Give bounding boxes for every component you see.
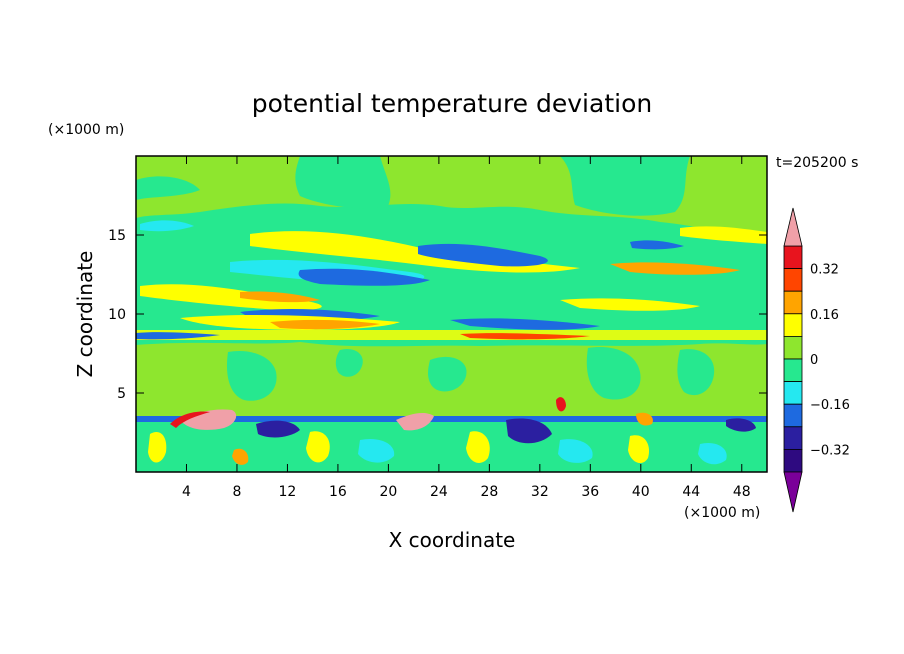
band-orange-right-12km xyxy=(610,262,740,275)
band-blue-right-14km xyxy=(630,240,684,250)
band-cyan-16km xyxy=(140,220,194,232)
chart-title: potential temperature deviation xyxy=(252,89,652,118)
colorbar-band xyxy=(783,448,803,473)
band-blue-8_7km xyxy=(136,332,220,340)
x-axis-label: X coordinate xyxy=(389,528,516,552)
boundary-red-33 xyxy=(556,397,566,412)
x-tick-label: 44 xyxy=(682,484,700,500)
x-tick-label: 4 xyxy=(182,484,191,500)
x-tick-label: 12 xyxy=(279,484,297,500)
colorbar-band xyxy=(783,335,803,360)
band-yellow-8_7km xyxy=(136,330,767,340)
colorbar-band xyxy=(783,290,803,315)
colorbar-band xyxy=(783,268,803,292)
x-tick-label: 28 xyxy=(480,484,498,500)
colorbar-label: 0.16 xyxy=(810,308,839,323)
band-blue-12km xyxy=(298,268,430,286)
boundary-yellow-b xyxy=(306,431,330,463)
mid-cyan-patch-e xyxy=(335,348,363,377)
boundary-cyan-b xyxy=(558,439,593,463)
x-tick-label: 24 xyxy=(430,484,448,500)
band-orange-9km xyxy=(270,319,380,330)
y-axis-label: Z coordinate xyxy=(73,251,97,378)
x-unit-label: (×1000 m) xyxy=(684,505,760,521)
colorbar-band xyxy=(783,245,803,270)
boundary-cyan-c xyxy=(698,442,727,465)
colorbar-band xyxy=(783,403,803,428)
boundary-yellow-d xyxy=(628,435,650,464)
band-orange-11km xyxy=(240,291,320,303)
boundary-yellow-c xyxy=(466,431,490,463)
colorbar-band xyxy=(783,313,803,337)
y-axis-ticks: 5 10 15 xyxy=(108,228,767,402)
boundary-pink-22 xyxy=(396,413,434,431)
upper-band-a xyxy=(295,156,391,209)
mid-cyan-patch-b xyxy=(428,356,467,392)
band-red-8_7km xyxy=(460,333,590,340)
boundary-layer-blue-line xyxy=(136,416,767,422)
x-tick-label: 20 xyxy=(379,484,397,500)
boundary-navy-30 xyxy=(506,418,552,444)
x-tick-label: 40 xyxy=(632,484,650,500)
band-yellow-right-10km xyxy=(560,298,700,311)
band-blue-mid-right xyxy=(450,318,600,330)
y-tick-label: 10 xyxy=(108,307,126,323)
x-tick-label: 48 xyxy=(733,484,751,500)
mid-cyan-patch-d xyxy=(677,349,715,396)
upper-band-b xyxy=(560,156,690,216)
colorbar-over-triangle xyxy=(783,207,803,247)
boundary-orange-a xyxy=(232,448,249,465)
colorbar-label: 0.32 xyxy=(810,263,839,278)
boundary-red-4-8 xyxy=(170,411,210,428)
x-tick-label: 32 xyxy=(531,484,549,500)
mid-cyan-patch-c xyxy=(586,347,641,400)
colorbar-band xyxy=(783,426,803,450)
band-yellow-12km xyxy=(140,284,322,311)
upper-band-c xyxy=(136,176,200,200)
colorbar-band xyxy=(783,381,803,405)
y-unit-label: (×1000 m) xyxy=(48,122,124,138)
y-tick-label: 15 xyxy=(108,228,126,244)
band-blue-14km xyxy=(418,243,548,267)
boundary-cyan-a xyxy=(358,438,395,463)
contour-field xyxy=(136,156,767,472)
mid-cyan-patch-a xyxy=(226,350,277,401)
colorbar: 0.32 0.16 0 −0.16 −0.32 xyxy=(783,207,850,513)
colorbar-label: −0.32 xyxy=(810,443,850,458)
x-tick-label: 16 xyxy=(329,484,347,500)
colorbar-band xyxy=(783,358,803,383)
boundary-navy-10 xyxy=(256,420,300,438)
x-tick-label: 36 xyxy=(581,484,599,500)
band-yellow-right-13km xyxy=(680,226,767,244)
boundary-navy-47 xyxy=(726,418,756,432)
y-tick-label: 5 xyxy=(117,386,126,402)
x-tick-label: 8 xyxy=(232,484,241,500)
colorbar-under-triangle xyxy=(783,471,803,513)
boundary-orange-b xyxy=(636,412,653,426)
x-axis-ticks: 4 8 12 16 20 24 28 32 36 40 44 48 xyxy=(182,156,751,500)
colorbar-label: −0.16 xyxy=(810,398,850,413)
boundary-yellow-a xyxy=(148,432,167,463)
time-label: t=205200 s xyxy=(776,155,858,171)
colorbar-label: 0 xyxy=(810,353,818,368)
